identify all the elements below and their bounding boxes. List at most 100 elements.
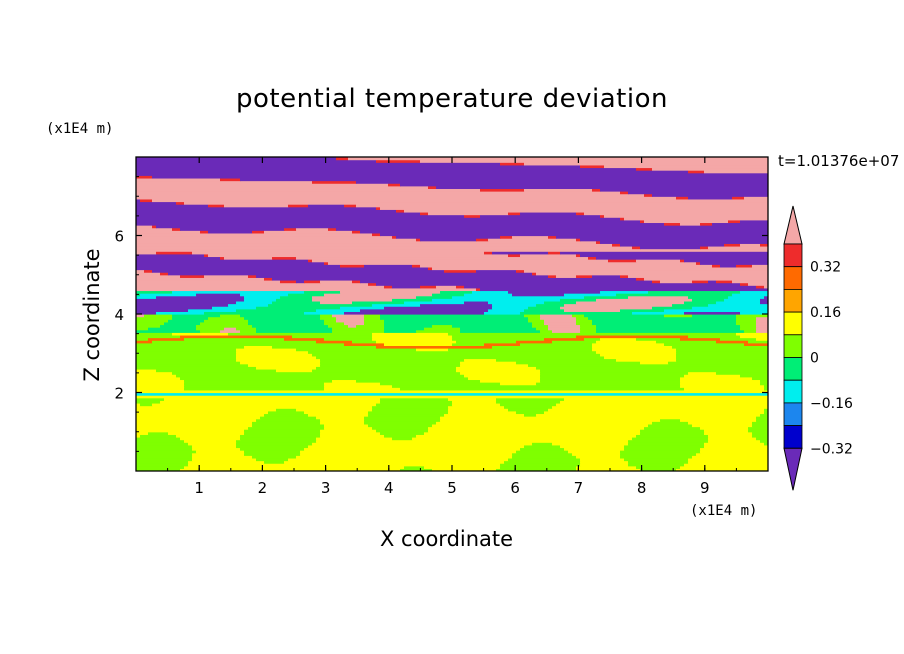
heatmap-cell bbox=[528, 316, 541, 320]
heatmap-cell bbox=[692, 314, 737, 318]
heatmap-cell bbox=[412, 436, 633, 441]
heatmap-cell bbox=[600, 214, 605, 218]
heatmap-cell bbox=[764, 295, 768, 299]
heatmap-cell bbox=[136, 175, 153, 179]
heatmap-cell bbox=[136, 214, 465, 218]
heatmap-cell bbox=[136, 361, 241, 365]
heatmap-cell bbox=[512, 293, 565, 297]
heatmap-cell bbox=[764, 408, 768, 412]
heatmap-cell bbox=[288, 204, 309, 208]
heatmap-cell bbox=[548, 408, 765, 412]
heatmap-cell bbox=[740, 334, 768, 339]
heatmap-cell bbox=[684, 311, 741, 315]
heatmap-cell bbox=[716, 279, 733, 284]
heatmap-cell bbox=[136, 439, 185, 443]
heatmap-cell bbox=[204, 274, 249, 278]
heatmap-cell bbox=[680, 222, 701, 226]
heatmap-cell bbox=[556, 402, 768, 407]
heatmap-cell bbox=[344, 204, 357, 208]
heatmap-cell bbox=[260, 416, 317, 420]
heatmap-cell bbox=[336, 157, 349, 161]
heatmap-cell bbox=[136, 340, 153, 344]
heatmap-cell bbox=[344, 321, 365, 326]
heatmap-cell bbox=[620, 455, 693, 459]
heatmap-cell bbox=[648, 423, 693, 428]
heatmap-cell bbox=[428, 266, 433, 271]
heatmap-cell bbox=[156, 251, 193, 255]
heatmap-cell bbox=[476, 269, 517, 273]
heatmap-cell bbox=[256, 418, 321, 422]
heatmap-cell bbox=[704, 444, 768, 449]
heatmap-cell bbox=[560, 251, 768, 255]
heatmap-cell bbox=[256, 327, 333, 331]
heatmap-cell bbox=[136, 277, 265, 281]
heatmap-cell bbox=[156, 225, 768, 229]
heatmap-cell bbox=[552, 329, 581, 333]
heatmap-cell bbox=[308, 444, 525, 449]
heatmap-cell bbox=[136, 371, 173, 375]
heatmap-cell bbox=[592, 345, 673, 349]
heatmap-cell bbox=[176, 374, 465, 378]
heatmap-cell bbox=[240, 434, 321, 438]
heatmap-cell bbox=[460, 363, 529, 367]
heatmap-cell bbox=[192, 444, 237, 449]
heatmap-cell bbox=[708, 436, 757, 441]
heatmap-cell bbox=[432, 293, 465, 297]
heatmap-cell bbox=[604, 164, 768, 169]
heatmap-cell bbox=[628, 274, 768, 278]
heatmap-cell bbox=[416, 238, 421, 242]
heatmap-cell bbox=[540, 368, 768, 373]
heatmap-cell bbox=[620, 191, 629, 195]
heatmap-cell bbox=[548, 324, 581, 328]
heatmap-cell bbox=[452, 334, 577, 339]
heatmap-cell bbox=[136, 397, 165, 401]
heatmap-cell bbox=[320, 316, 337, 320]
heatmap-cell bbox=[640, 219, 645, 224]
heatmap-cell bbox=[364, 314, 381, 318]
heatmap-cell bbox=[180, 274, 205, 278]
heatmap-cell bbox=[324, 387, 401, 391]
heatmap-cell bbox=[508, 211, 521, 216]
heatmap-cell bbox=[504, 405, 553, 409]
heatmap-cell bbox=[540, 316, 577, 320]
heatmap-cell bbox=[136, 418, 257, 422]
heatmap-cell bbox=[428, 211, 509, 216]
y-tick-label: 4 bbox=[114, 306, 124, 324]
heatmap-cell bbox=[684, 300, 717, 305]
colorbar-extend-top bbox=[783, 205, 803, 245]
heatmap-cell bbox=[488, 238, 577, 242]
heatmap-cell bbox=[732, 196, 745, 200]
heatmap-cell bbox=[268, 303, 373, 307]
heatmap-cell bbox=[136, 452, 193, 456]
y-axis-ticks: 2 4 6 bbox=[114, 176, 768, 452]
heatmap-cell bbox=[764, 285, 768, 289]
heatmap-cell bbox=[184, 201, 768, 205]
heatmap-cell bbox=[488, 308, 525, 312]
heatmap-cell bbox=[184, 384, 325, 388]
heatmap-cell bbox=[496, 468, 577, 471]
heatmap-cell bbox=[576, 334, 689, 339]
heatmap-cell bbox=[420, 211, 429, 216]
heatmap-cell bbox=[672, 303, 709, 307]
heatmap-cell bbox=[320, 300, 353, 305]
heatmap-cell bbox=[736, 264, 753, 268]
heatmap-cell bbox=[684, 374, 741, 378]
heatmap-cell bbox=[760, 298, 768, 302]
heatmap-cell bbox=[592, 188, 601, 192]
heatmap-cell bbox=[756, 329, 768, 333]
heatmap-cell bbox=[384, 329, 417, 333]
chart-title: potential temperature deviation bbox=[236, 84, 668, 114]
heatmap-cell bbox=[256, 457, 289, 462]
heatmap-cell bbox=[200, 230, 209, 234]
heatmap-cell bbox=[136, 282, 369, 286]
heatmap-cell bbox=[244, 450, 301, 454]
heatmap-cell bbox=[220, 256, 225, 260]
heatmap-cell bbox=[464, 214, 481, 218]
heatmap-cell bbox=[568, 450, 621, 454]
heatmap-cell bbox=[236, 350, 309, 354]
heatmap-cell bbox=[700, 450, 768, 454]
heatmap-cell bbox=[564, 447, 625, 451]
heatmap-cell bbox=[508, 408, 549, 412]
heatmap-cell bbox=[576, 211, 585, 216]
heatmap-cell bbox=[316, 355, 605, 360]
